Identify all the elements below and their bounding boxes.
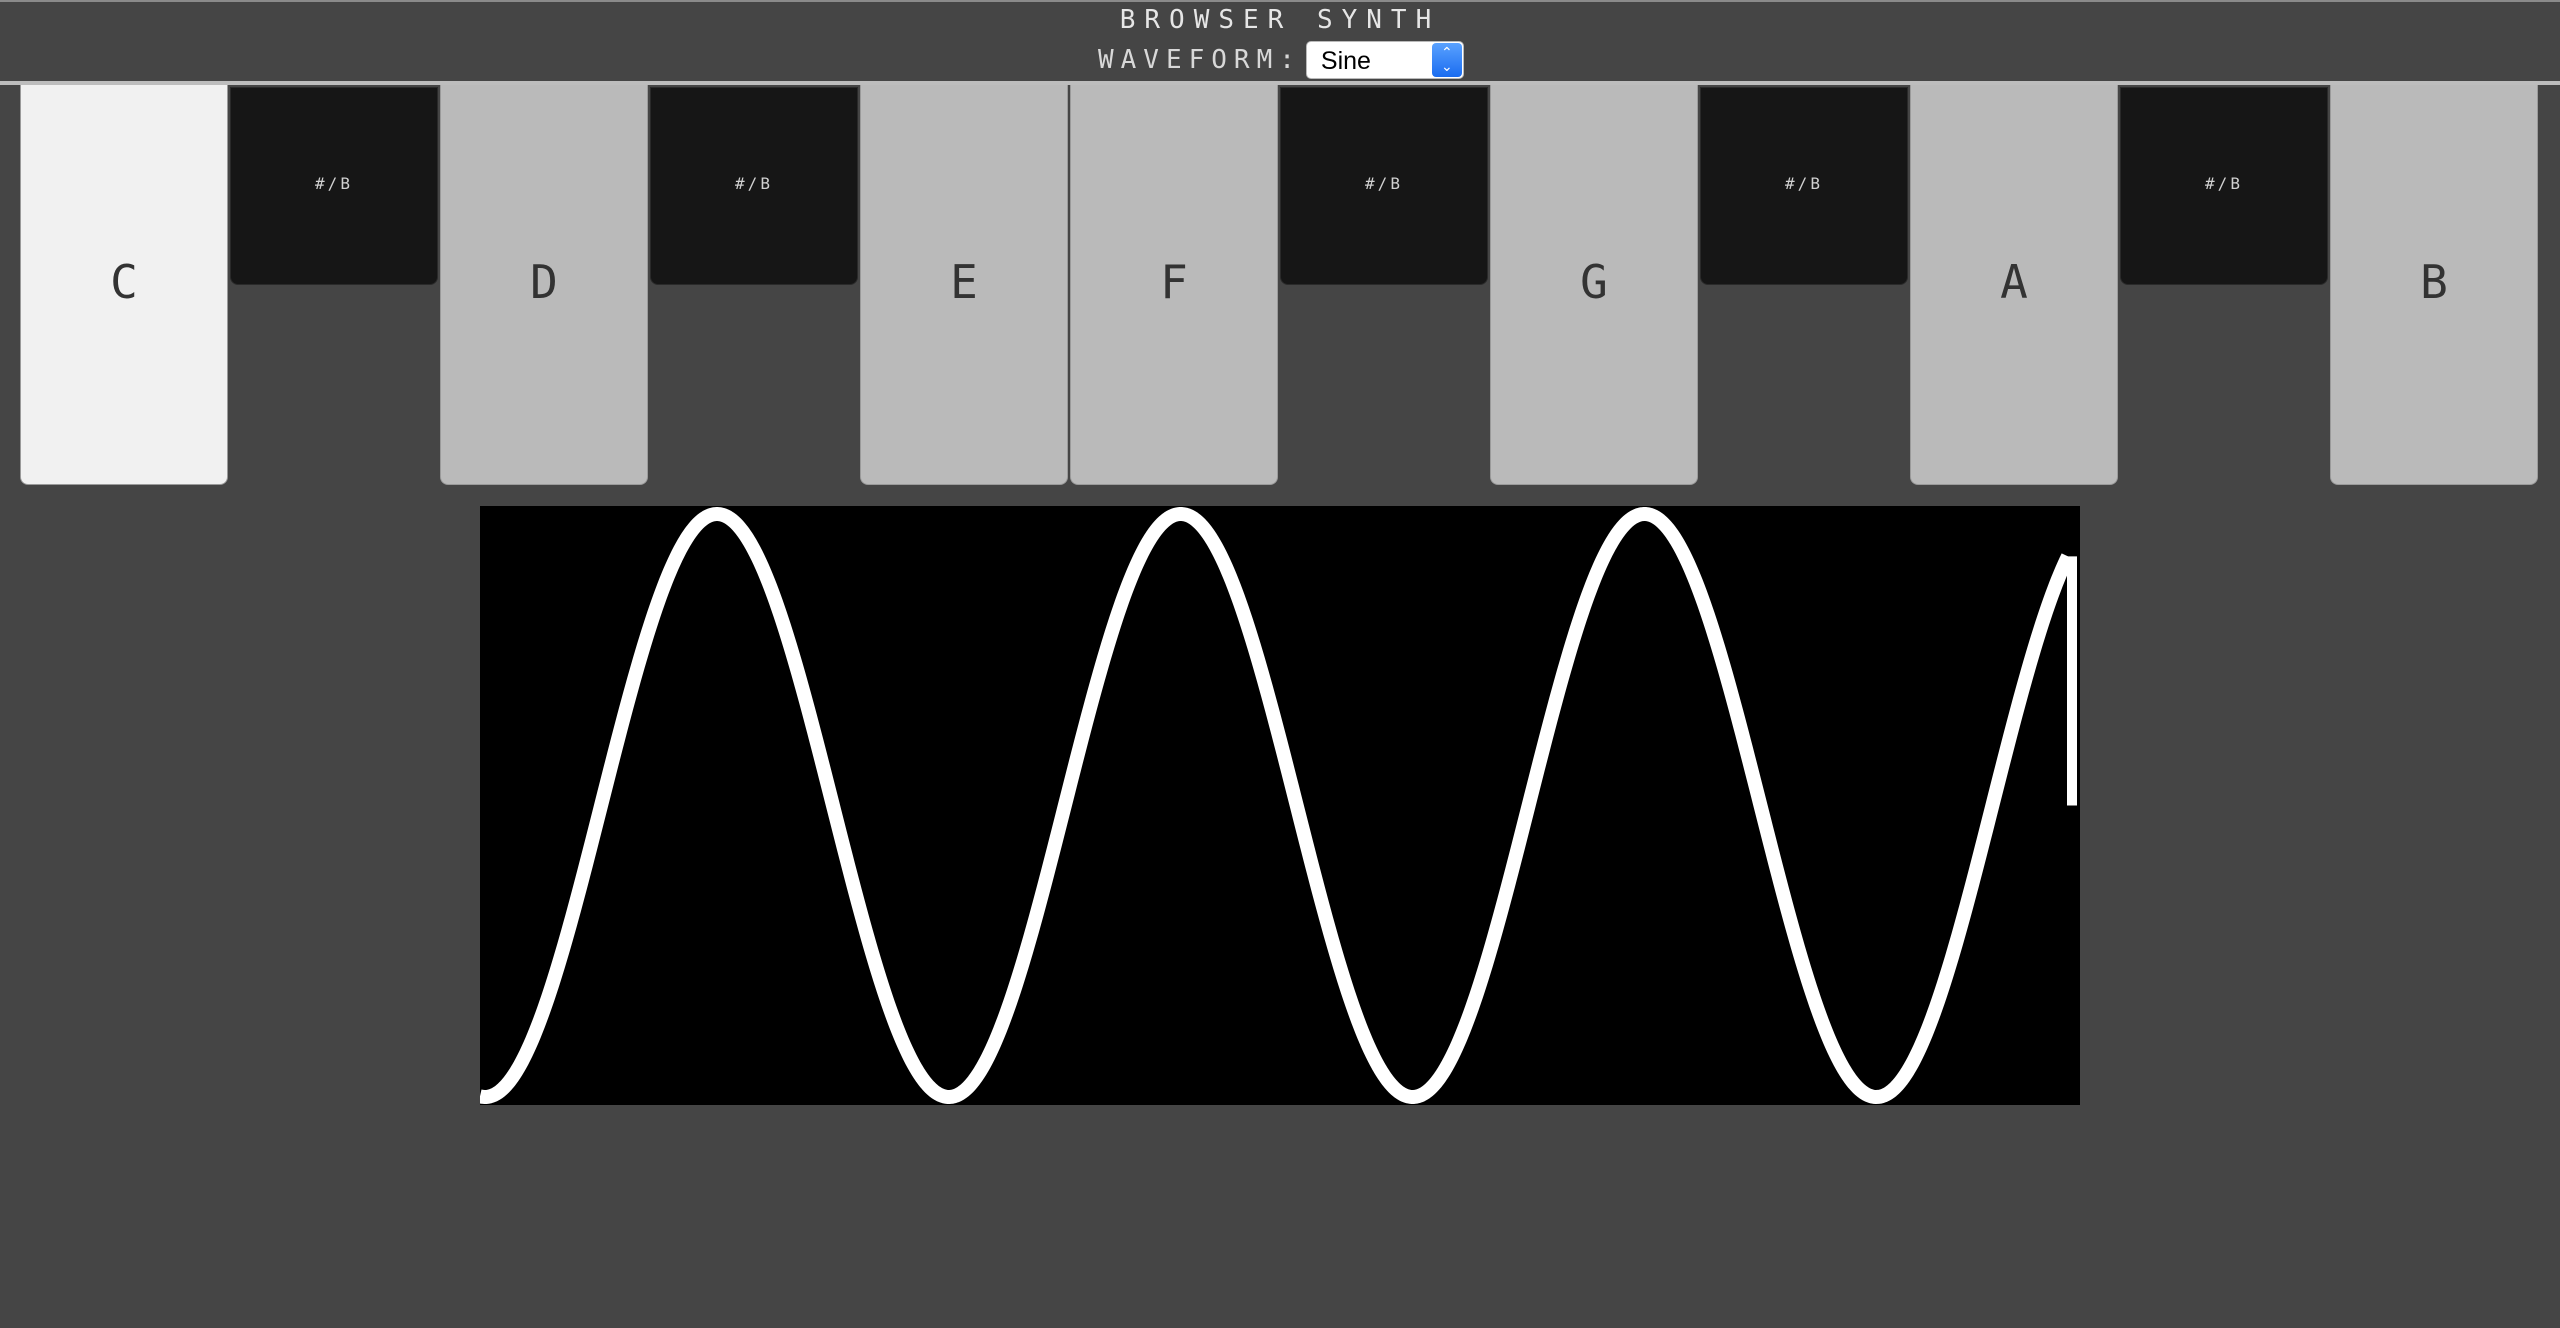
white-key-d[interactable]: D (440, 85, 648, 485)
black-key-f-sharp[interactable]: #/B (1280, 87, 1488, 285)
white-key-f[interactable]: F (1070, 85, 1278, 485)
white-key-e[interactable]: E (860, 85, 1068, 485)
piano-keyboard: C D E F G A B #/B #/B #/B #/B #/B (0, 85, 2560, 485)
top-border (0, 0, 2560, 2)
key-label: F (1160, 255, 1188, 309)
black-key-d-sharp[interactable]: #/B (650, 87, 858, 285)
header-divider (0, 81, 2560, 85)
key-label: D (530, 255, 558, 309)
key-label: #/B (2205, 174, 2243, 193)
oscilloscope-background (480, 506, 2080, 1105)
key-label: C (110, 255, 138, 309)
waveform-select[interactable]: Sine ⌃ ⌄ (1305, 41, 1464, 79)
key-label: #/B (735, 174, 773, 193)
black-key-c-sharp[interactable]: #/B (230, 87, 438, 285)
header (0, 2, 2560, 82)
key-label: #/B (315, 174, 353, 193)
key-label: #/B (1365, 174, 1403, 193)
oscilloscope-canvas (480, 506, 2080, 1105)
key-label: B (2420, 255, 2448, 309)
key-label: #/B (1785, 174, 1823, 193)
app-title: BROWSER SYNTH (1119, 5, 1441, 35)
waveform-control: WAVEFORM: Sine ⌃ ⌄ (1098, 40, 1464, 80)
white-key-b[interactable]: B (2330, 85, 2538, 485)
white-key-c[interactable]: C (20, 85, 228, 485)
key-label: G (1580, 255, 1608, 309)
chevron-up-down-icon[interactable]: ⌃ ⌄ (1431, 43, 1462, 77)
key-label: A (2000, 255, 2028, 309)
waveform-select-value: Sine (1320, 47, 1371, 75)
waveform-label: WAVEFORM: (1098, 45, 1302, 75)
white-key-a[interactable]: A (1910, 85, 2118, 485)
white-key-g[interactable]: G (1490, 85, 1698, 485)
key-label: E (950, 255, 978, 309)
black-key-a-sharp[interactable]: #/B (2120, 87, 2328, 285)
black-key-g-sharp[interactable]: #/B (1700, 87, 1908, 285)
waveform-trace (480, 507, 2075, 1104)
